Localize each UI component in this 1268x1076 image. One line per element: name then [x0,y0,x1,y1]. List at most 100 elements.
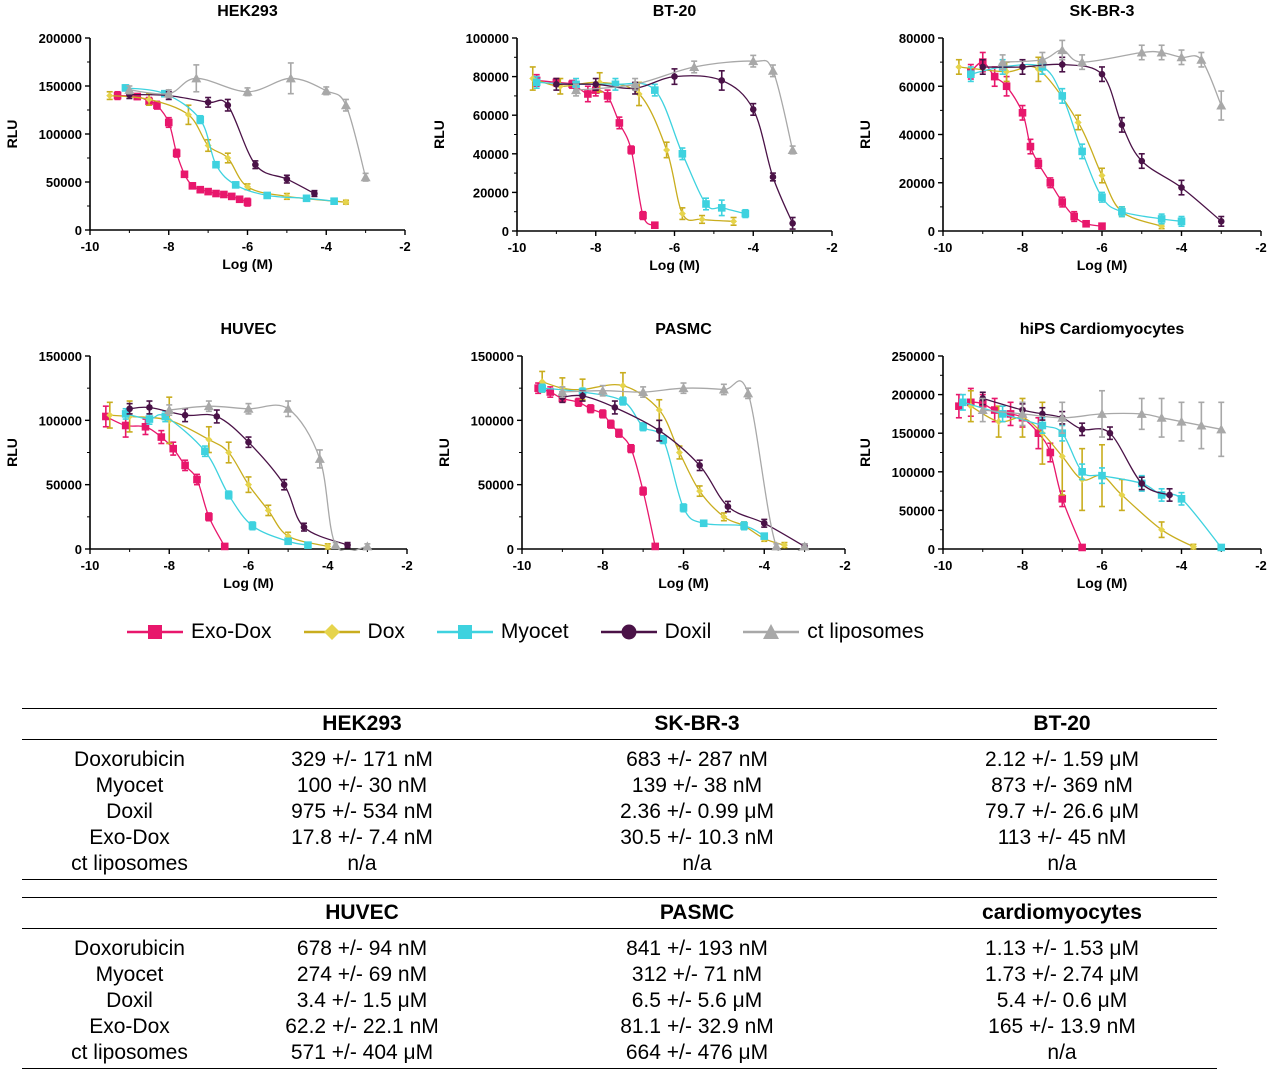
data-point-myocet [998,410,1007,418]
table-row: ct liposomes n/a n/a n/a [22,851,1217,880]
row-label: ct liposomes [71,1041,188,1064]
table-cell: 683 +/- 287 nM [626,748,768,771]
x-tick-label: -10 [513,558,532,573]
data-point-myocet [1118,207,1126,216]
data-point-ct-liposomes [1216,100,1227,110]
table-cell: 3.4 +/- 1.5 μM [296,989,428,1012]
data-point-doxil [718,77,726,84]
data-point-exo-dox [546,388,555,396]
y-tick-label: 40000 [899,128,935,143]
table-row: Doxil 975 +/- 534 nM 2.36 +/- 0.99 μM 79… [22,799,1217,825]
x-tick-label: -8 [597,558,609,573]
header-cell: SK-BR-3 [654,712,740,735]
data-point-myocet [212,160,220,169]
data-point-ct-liposomes [597,385,608,395]
data-point-exo-dox [141,422,150,431]
y-tick-label: 100000 [471,413,514,428]
data-point-doxil [749,106,757,113]
table-cell: n/a [682,852,712,875]
x-tick-label: -8 [590,240,602,255]
data-point-exo-dox [627,444,635,453]
data-point-ct-liposomes [1136,47,1147,57]
table-cell: 1.73 +/- 2.74 μM [985,963,1139,986]
series-exo-dox [534,382,660,551]
series-ct-liposomes [571,54,798,155]
table-cell: 5.4 +/- 0.6 μM [996,989,1128,1012]
table-cell: 571 +/- 404 μM [290,1041,434,1064]
series-ct-liposomes [124,62,371,182]
chart-hips-cardiomyocytes: hiPS Cardiomyocytes -10 -8 -6 -4 -2 0 50000 1000… [857,321,1267,591]
data-point-doxil [1058,61,1066,68]
table-cell: 664 +/- 476 μM [625,1041,769,1064]
y-tick-label: 0 [502,224,509,239]
fit-curve [105,415,226,547]
x-tick-label: -2 [1255,558,1267,573]
data-point-doxil [696,462,703,469]
fit-curve [562,380,805,551]
data-point-ct-liposomes [242,86,253,96]
data-point-doxil [789,219,796,227]
y-tick-label: 50000 [478,478,514,493]
data-point-exo-dox [180,170,189,179]
data-point-dox [995,418,1003,426]
x-tick-label: -6 [669,240,681,255]
data-point-exo-dox [121,421,130,430]
data-point-dox [244,183,251,191]
data-point-exo-dox [627,146,635,154]
x-tick-label: -8 [163,239,175,254]
legend-label: Exo-Dox [191,620,272,643]
x-tick-label: -10 [934,240,953,255]
table-cell: 841 +/- 193 nM [626,937,768,960]
legend-label: Myocet [500,620,569,643]
data-point-dox [1074,118,1082,126]
data-point-exo-dox [1058,198,1067,206]
data-point-myocet [538,384,546,392]
x-axis-label: Log (M) [223,575,274,591]
data-point-dox [342,198,350,206]
data-point-ct-liposomes [321,85,332,95]
series-exo-dox [967,51,1106,230]
data-point-exo-dox [1058,495,1067,503]
y-tick-label: 80000 [899,31,935,46]
data-point-doxil [671,73,678,80]
data-point-exo-dox [235,195,244,204]
y-tick-label: 150000 [471,349,514,364]
chart-title: PASMC [655,321,712,338]
data-point-dox [1058,452,1066,460]
data-point-myocet [678,150,687,158]
series-myocet [967,58,1186,227]
x-axis-label: Log (M) [1077,257,1128,273]
x-tick-label: -2 [839,558,851,573]
y-axis-label: RLU [4,120,20,149]
y-tick-label: 40000 [473,147,509,162]
data-point-doxil [1217,218,1225,225]
data-point-doxil [311,190,318,197]
y-tick-label: 150000 [892,426,935,441]
data-point-myocet [741,209,750,218]
data-point-exo-dox [220,542,229,551]
data-point-exo-dox [651,542,660,551]
data-point-ct-liposomes [1057,412,1068,422]
series-myocet [538,383,769,540]
data-point-doxil [245,438,252,446]
data-point-myocet [196,115,205,124]
table-cell: 100 +/- 30 nM [296,774,428,797]
data-point-exo-dox [990,72,999,81]
chart-title: hiPS Cardiomyocytes [1020,321,1185,338]
data-point-myocet [619,397,627,405]
data-point-ct-liposomes [1037,54,1048,64]
header-cell: cardiomyocytes [982,901,1142,924]
data-point-ct-liposomes [330,540,341,550]
header-cell [22,709,237,740]
legend-swatch-myocet [436,625,493,639]
x-tick-label: -6 [1096,558,1108,573]
data-point-ct-liposomes [1196,54,1207,64]
data-point-myocet [248,522,257,530]
data-point-myocet [284,537,292,546]
data-point-exo-dox [639,211,647,220]
data-point-exo-dox [574,398,583,407]
x-tick-label: -8 [163,558,175,573]
data-point-dox [538,378,546,386]
data-point-myocet [967,70,975,78]
data-point-dox [698,215,706,223]
